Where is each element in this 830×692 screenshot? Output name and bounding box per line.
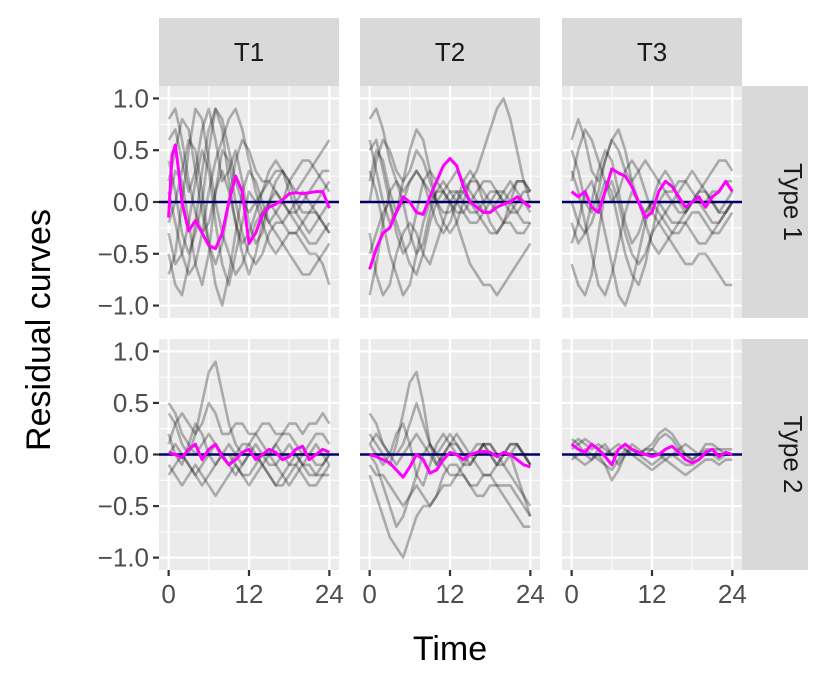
- y-tick-label: −0.5: [98, 491, 149, 521]
- residual-curve: [570, 170, 734, 297]
- row-strip-label: Type 2: [778, 415, 808, 493]
- x-axis: 0 12 24 0 12 24 0 12 24: [161, 570, 747, 609]
- residual-curve: [167, 401, 331, 445]
- panel-type-1-t1: [159, 86, 339, 318]
- residual-curve: [368, 169, 532, 276]
- y-tick-label: 0.0: [113, 440, 149, 470]
- panels-layer: [159, 86, 742, 570]
- residual-curve: [167, 107, 331, 276]
- y-tick-label: 1.0: [113, 336, 149, 366]
- mean-residual-curve: [167, 143, 331, 251]
- panel-type-1-t2: [360, 86, 540, 318]
- y-tick-label: 0.5: [113, 135, 149, 165]
- residual-curve: [167, 107, 331, 245]
- x-tick-label: 0: [161, 579, 175, 609]
- y-tick-label: 1.0: [113, 83, 149, 113]
- y-tick-label: −1.0: [98, 543, 149, 573]
- row-strip-label: Type 1: [778, 163, 808, 241]
- residual-curve: [368, 453, 532, 529]
- mean-residual-curve: [168, 442, 331, 467]
- facet-strips: T1 T2 T3 Type 1 Type 2: [159, 18, 808, 570]
- y-tick-label: 0.0: [113, 187, 149, 217]
- y-tick-label: 0.5: [113, 388, 149, 418]
- residual-curve: [167, 442, 331, 487]
- residual-curve: [368, 473, 531, 559]
- x-tick-label: 0: [362, 579, 376, 609]
- row-strip-type-2: [742, 339, 808, 570]
- column-strip-label: T2: [435, 37, 465, 67]
- mean-residual-curve: [368, 157, 532, 270]
- x-tick-label: 24: [315, 579, 344, 609]
- residual-curve: [570, 447, 733, 477]
- x-tick-label: 12: [436, 579, 465, 609]
- panel-type-2-t3: [562, 339, 742, 570]
- column-strip-label: T3: [637, 37, 667, 67]
- residual-curve: [167, 463, 330, 498]
- residual-curve: [570, 427, 733, 462]
- x-tick-label: 24: [718, 579, 747, 609]
- residual-curve: [368, 180, 531, 296]
- residual-curve: [167, 138, 331, 307]
- y-tick-label: −0.5: [98, 239, 149, 269]
- y-tick-label: −1.0: [98, 291, 149, 321]
- y-axis: 1.0 0.5 0.0 −0.5 −1.0 1.0 0.5 0.0 −0.5 −1.0: [98, 83, 159, 573]
- x-tick-label: 24: [516, 579, 545, 609]
- row-strip-type-1: [742, 86, 808, 318]
- residual-curve: [167, 148, 331, 287]
- panel-type-2-t1: [159, 339, 339, 570]
- column-strip-t3: [562, 18, 742, 86]
- x-axis-title: Time: [413, 630, 487, 668]
- mean-residual-curve: [369, 449, 531, 479]
- residual-curve: [368, 442, 532, 508]
- mean-residual-curve: [570, 442, 733, 467]
- y-axis-title: Residual curves: [20, 209, 58, 451]
- panel-type-1-t3: [562, 86, 742, 318]
- column-strip-label: T1: [234, 37, 264, 67]
- residual-curve: [570, 180, 733, 297]
- mean-residual-curve: [570, 167, 734, 219]
- column-strip-t1: [159, 18, 339, 86]
- residual-curve: [167, 148, 331, 287]
- residual-curve: [368, 370, 532, 467]
- x-tick-label: 0: [564, 579, 578, 609]
- panel-type-2-t2: [360, 339, 540, 570]
- x-tick-label: 12: [235, 579, 264, 609]
- column-strip-t2: [360, 18, 540, 86]
- x-tick-label: 12: [638, 579, 667, 609]
- residual-curve: [368, 97, 532, 214]
- residual-curve: [167, 117, 331, 266]
